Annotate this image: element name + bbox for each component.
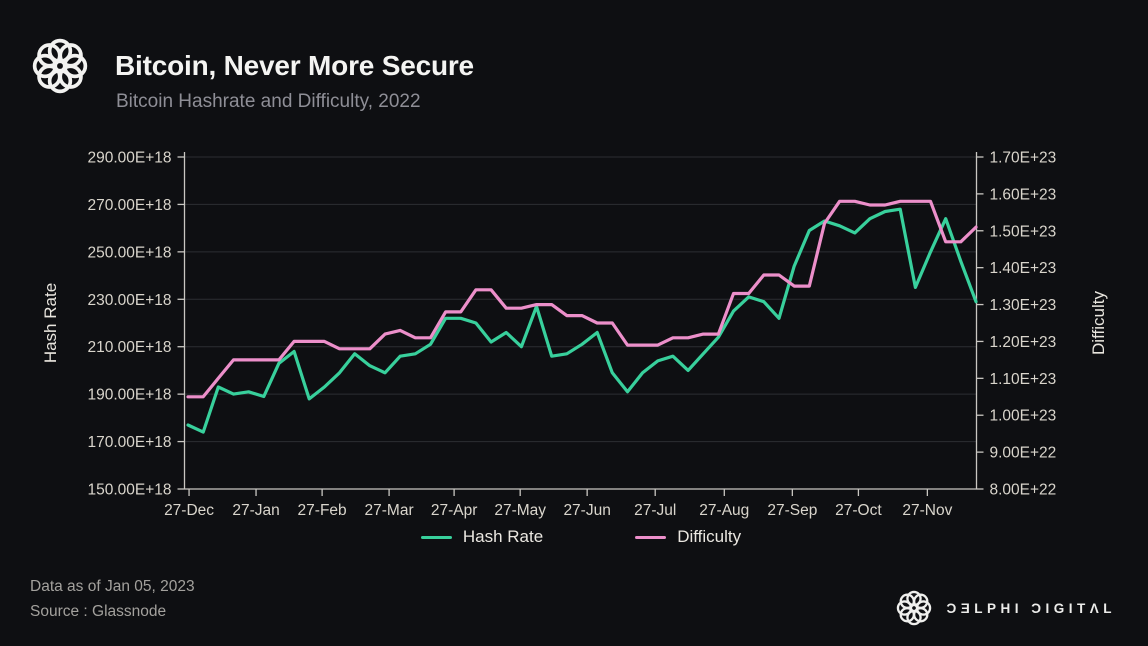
x-axis-tick-label: 27-Dec — [164, 502, 214, 519]
source-text: Source : Glassnode — [30, 603, 167, 620]
legend-item-difficulty: Difficulty — [635, 527, 741, 547]
left-axis-tick-label: 290.00E+18 — [87, 150, 171, 167]
x-axis-tick-label: 27-Jun — [563, 502, 610, 519]
right-axis-tick-label: 9.00E+22 — [990, 445, 1057, 462]
right-axis-title: Difficulty — [1089, 291, 1108, 355]
hash-rate-line-swatch-icon — [420, 535, 452, 539]
legend-item-hash-rate: Hash Rate — [420, 527, 544, 547]
left-axis-tick-label: 250.00E+18 — [87, 244, 171, 261]
right-axis-tick-label: 1.10E+23 — [990, 371, 1057, 388]
x-axis-tick-label: 27-Oct — [835, 502, 882, 519]
footer-meta: Data as of Jan 05, 2023 Source : Glassno… — [30, 574, 195, 624]
delphi-knot-logo-icon — [32, 38, 88, 94]
left-axis-tick-label: 190.00E+18 — [87, 387, 171, 404]
x-axis-tick-label: 27-May — [494, 502, 546, 519]
difficulty-line-swatch-icon — [635, 535, 667, 539]
brand-wordmark: ƆƎLPHI ƆIGITΛL — [946, 600, 1116, 616]
right-axis-tick-label: 1.20E+23 — [990, 334, 1057, 351]
difficulty-line — [186, 199, 978, 399]
right-axis-tick-label: 1.30E+23 — [990, 297, 1057, 314]
brand: ƆƎLPHI ƆIGITΛL — [895, 589, 1116, 627]
data-as-of-text: Data as of Jan 05, 2023 — [30, 578, 195, 595]
left-axis-tick-label: 150.00E+18 — [87, 482, 171, 499]
x-axis-tick-label: 27-Apr — [431, 502, 478, 519]
x-axis-tick-label: 27-Jul — [634, 502, 676, 519]
right-axis-tick-label: 8.00E+22 — [990, 482, 1057, 499]
x-axis-tick-label: 27-Aug — [699, 502, 749, 519]
right-axis-tick-label: 1.50E+23 — [990, 223, 1057, 240]
page-subtitle: Bitcoin Hashrate and Difficulty, 2022 — [116, 91, 421, 112]
legend-label-hash-rate: Hash Rate — [462, 527, 544, 546]
left-axis-tick-label: 210.00E+18 — [87, 339, 171, 356]
page-title: Bitcoin, Never More Secure — [115, 50, 474, 81]
chart: 290.00E+18 270.00E+18 250.00E+18 230.00E+18… — [0, 135, 1148, 545]
left-axis-tick-label: 270.00E+18 — [87, 197, 171, 214]
right-axis-tick-label: 1.60E+23 — [990, 186, 1057, 203]
left-axis-tick-label: 170.00E+18 — [87, 434, 171, 451]
hashrate-difficulty-chart: 290.00E+18 270.00E+18 250.00E+18 230.00E+18… — [41, 150, 1108, 520]
right-axis-tick-label: 1.00E+23 — [990, 408, 1057, 425]
left-axis-tick-label: 230.00E+18 — [87, 292, 171, 309]
x-axis-tick-label: 27-Sep — [767, 502, 817, 519]
left-axis-title: Hash Rate — [41, 283, 60, 363]
x-axis-tick-label: 27-Feb — [298, 502, 347, 519]
x-axis-tick-label: 27-Mar — [365, 502, 414, 519]
x-axis-tick-label: 27-Jan — [232, 502, 279, 519]
x-axis-tick-label: 27-Nov — [902, 502, 952, 519]
legend-label-difficulty: Difficulty — [677, 527, 742, 546]
chart-legend: Hash Rate Difficulty — [185, 527, 977, 547]
delphi-knot-logo-icon-small — [897, 590, 932, 626]
right-axis-tick-label: 1.40E+23 — [990, 260, 1057, 277]
right-axis-tick-label: 1.70E+23 — [990, 150, 1057, 167]
hash-rate-line — [186, 207, 978, 434]
